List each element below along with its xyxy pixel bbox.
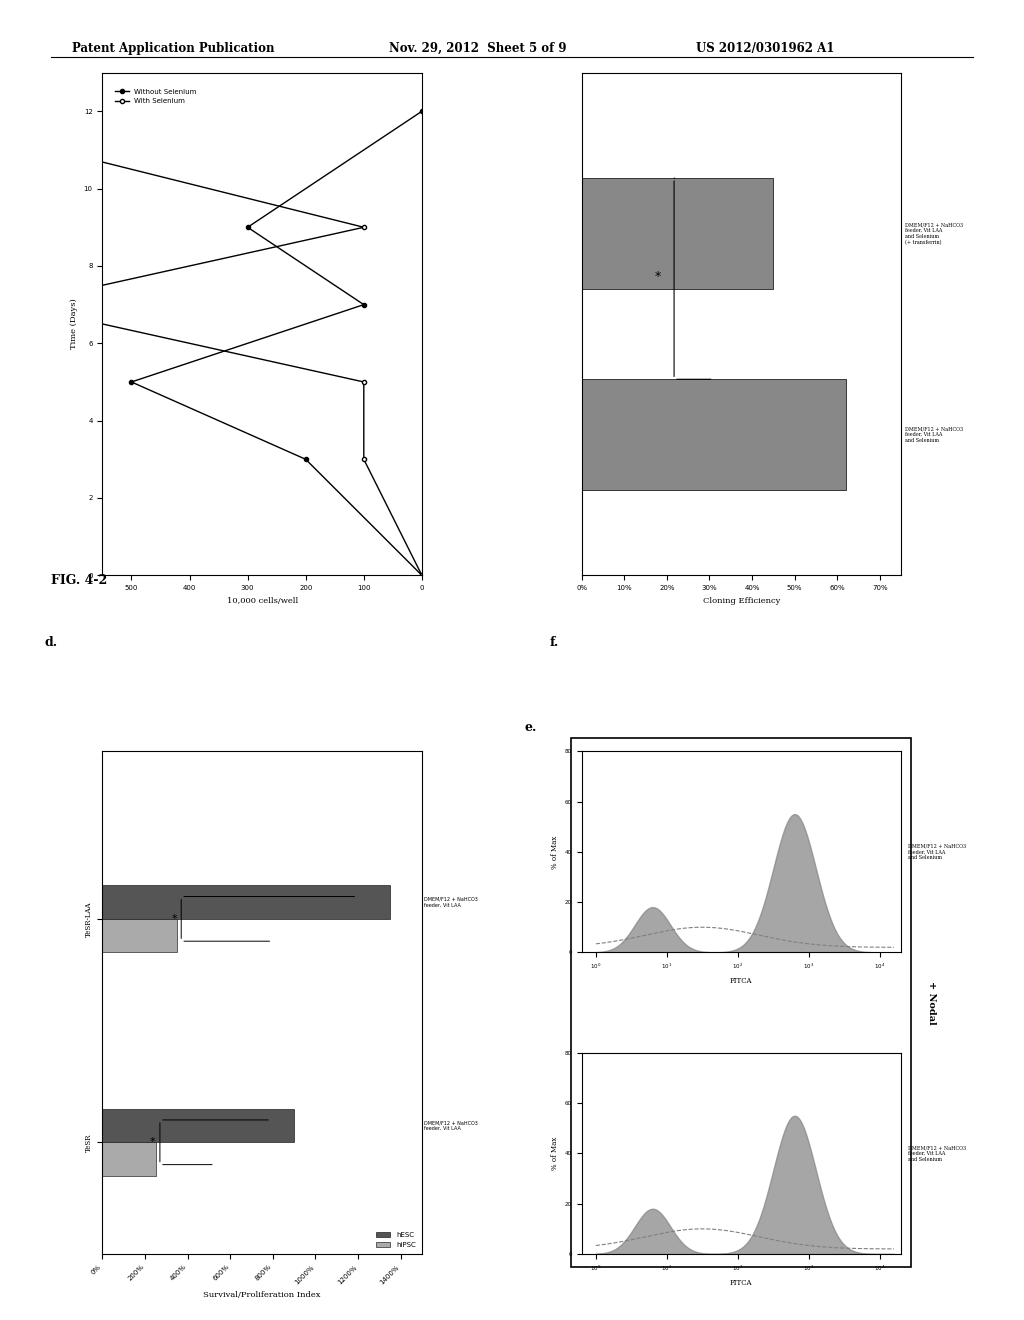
Y-axis label: % of Max: % of Max [551, 836, 559, 869]
Text: DMEM/F12 + NaHCO3
feeder, Vit LAA
and Selenium
(+ transferrin): DMEM/F12 + NaHCO3 feeder, Vit LAA and Se… [905, 222, 964, 244]
Text: DMEM/F12 + NaHCO3
feeder, Vit LAA: DMEM/F12 + NaHCO3 feeder, Vit LAA [424, 896, 478, 907]
Text: e.: e. [524, 721, 537, 734]
Line: Without Selenium: Without Selenium [129, 110, 424, 577]
Without Selenium [300, 451, 312, 467]
Without Selenium [416, 103, 428, 119]
Y-axis label: % of Max: % of Max [551, 1137, 559, 1170]
Bar [582, 178, 773, 289]
Without Selenium [242, 219, 254, 235]
X-axis label: Cloning Efficiency: Cloning Efficiency [702, 597, 780, 605]
With Selenium [416, 568, 428, 583]
Y-axis label: Time (Days): Time (Days) [70, 298, 78, 350]
Without Selenium [125, 374, 137, 389]
X-axis label: FITCA: FITCA [730, 1279, 753, 1287]
Bar [582, 379, 846, 490]
With Selenium [357, 219, 370, 235]
With Selenium [9, 297, 22, 313]
Text: FIG. 4-2: FIG. 4-2 [51, 574, 108, 587]
Without Selenium [416, 568, 428, 583]
Bar [102, 886, 390, 919]
With Selenium [357, 374, 370, 389]
Text: DMEM/F12 + NaHCO3
feeder, Vit LAA
and Selenium: DMEM/F12 + NaHCO3 feeder, Vit LAA and Se… [907, 1146, 966, 1162]
Text: *: * [171, 913, 177, 924]
Legend: hESC, hiPSC: hESC, hiPSC [374, 1229, 419, 1250]
Bar [102, 1109, 294, 1142]
Text: *: * [151, 1138, 156, 1147]
Text: DMEM/F12 + NaHCO3
feeder, Vit LAA
and Selenium: DMEM/F12 + NaHCO3 feeder, Vit LAA and Se… [905, 426, 964, 444]
Text: + Nodal: + Nodal [927, 981, 936, 1024]
Text: Patent Application Publication: Patent Application Publication [72, 42, 274, 55]
Text: *: * [655, 269, 662, 282]
Without Selenium [357, 297, 370, 313]
X-axis label: 10,000 cells/well: 10,000 cells/well [226, 597, 298, 605]
X-axis label: FITCA: FITCA [730, 977, 753, 985]
Text: d.: d. [45, 636, 58, 648]
Bar [102, 919, 177, 952]
Legend: Without Selenium, With Selenium: Without Selenium, With Selenium [113, 86, 200, 107]
With Selenium [357, 451, 370, 467]
Bar [102, 1142, 156, 1176]
Text: DMEM/F12 + NaHCO3
feeder, Vit LAA
and Selenium: DMEM/F12 + NaHCO3 feeder, Vit LAA and Se… [907, 843, 966, 861]
X-axis label: Survival/Proliferation Index: Survival/Proliferation Index [204, 1291, 321, 1299]
Line: With Selenium: With Selenium [0, 110, 424, 577]
Text: Nov. 29, 2012  Sheet 5 of 9: Nov. 29, 2012 Sheet 5 of 9 [389, 42, 566, 55]
Text: DMEM/F12 + NaHCO3
feeder, Vit LAA: DMEM/F12 + NaHCO3 feeder, Vit LAA [424, 1121, 478, 1131]
Text: f.: f. [550, 636, 559, 648]
Text: US 2012/0301962 A1: US 2012/0301962 A1 [696, 42, 835, 55]
